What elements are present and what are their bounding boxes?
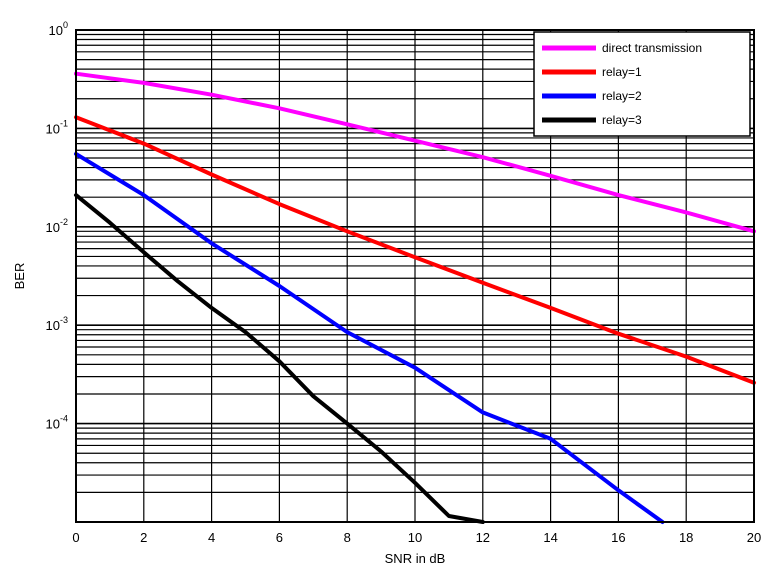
series-group [74,71,756,524]
x-tick-label: 18 [679,530,693,545]
legend-label: relay=2 [602,89,642,103]
x-tick-label: 4 [208,530,215,545]
x-tick-label: 16 [611,530,625,545]
y-tick-label: 10-1 [46,118,68,136]
legend-label: direct transmission [602,41,702,55]
plot-frame [75,29,755,523]
x-tick-label: 8 [344,530,351,545]
y-tick-label: 10-4 [46,414,68,432]
x-tick-label: 20 [747,530,761,545]
x-tick-labels: 0 2 4 6 8 10 12 14 16 18 20 [72,530,761,545]
x-axis-label: SNR in dB [385,551,446,566]
series-line-relay-3 [74,193,485,524]
x-tick-label: 6 [276,530,283,545]
legend: direct transmission relay=1 relay=2 relay=3 [533,31,751,137]
x-tick-label: 14 [543,530,557,545]
series-line-relay-1 [74,115,756,385]
y-tick-labels: 100 10-1 10-2 10-3 10-4 [46,20,68,432]
y-tick-label: 10-3 [46,315,68,333]
legend-label: relay=3 [602,113,642,127]
series-line-direct-transmission [74,71,756,234]
x-tick-label: 2 [140,530,147,545]
x-tick-label: 0 [72,530,79,545]
y-tick-label: 10-2 [46,217,68,235]
y-axis-label: BER [12,263,27,290]
series-line-relay-2 [74,151,665,524]
x-tick-label: 10 [408,530,422,545]
x-tick-label: 12 [476,530,490,545]
y-tick-label: 100 [49,20,68,38]
legend-label: relay=1 [602,65,642,79]
